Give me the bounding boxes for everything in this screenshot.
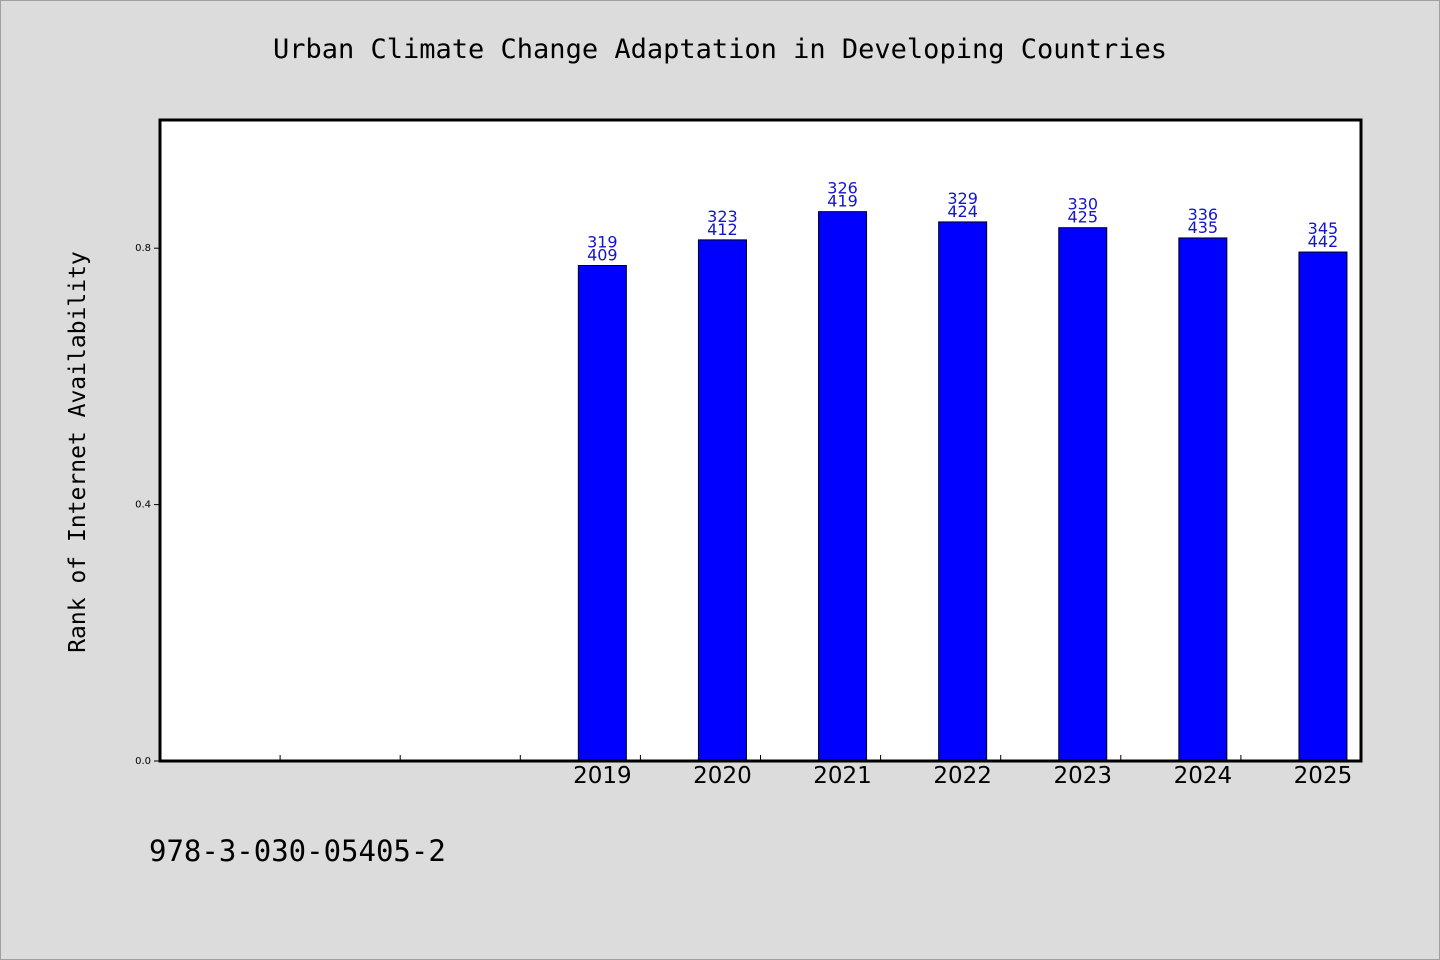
x-tick-label: 2020 [693, 763, 752, 789]
data-label: 424 [947, 202, 978, 221]
data-label: 323 [707, 207, 738, 226]
bar [577, 265, 627, 762]
chart-title: Urban Climate Change Adaptation in Devel… [272, 34, 1168, 65]
y-tick-label: 0.8 [135, 243, 151, 254]
x-tick-label: 2021 [813, 763, 872, 789]
footer-code: 978-3-030-05405-2 [149, 834, 446, 868]
data-label: 409 [587, 246, 618, 265]
data-label: 345 [1308, 219, 1339, 238]
bar [818, 211, 868, 762]
plot-area [160, 120, 1361, 761]
bar [1298, 251, 1348, 762]
y-tick-label: 0.0 [135, 756, 151, 767]
x-tick-label: 2019 [573, 763, 632, 789]
data-label: 442 [1308, 232, 1339, 251]
bar [938, 221, 988, 762]
data-label: 330 [1067, 195, 1098, 214]
x-tick-label: 2022 [933, 763, 992, 789]
x-tick-label: 2025 [1294, 763, 1353, 789]
bar [1058, 227, 1108, 762]
data-label: 329 [947, 189, 978, 208]
data-label: 336 [1188, 205, 1219, 224]
data-label: 412 [707, 220, 738, 239]
y-tick-label: 0.4 [135, 500, 151, 511]
plot-border [158, 118, 1363, 763]
x-tick-label: 2023 [1053, 763, 1112, 789]
data-label: 435 [1188, 218, 1219, 237]
data-label: 319 [587, 233, 618, 252]
x-tick-label: 2024 [1174, 763, 1233, 789]
bar [697, 239, 747, 762]
data-label: 425 [1067, 208, 1098, 227]
bar [1178, 237, 1228, 762]
data-label: 326 [827, 179, 858, 198]
data-label: 419 [827, 192, 858, 211]
